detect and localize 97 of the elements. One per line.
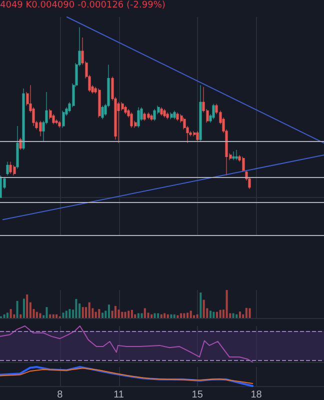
bar: [82, 307, 84, 318]
bar: [108, 304, 110, 318]
bar: [212, 312, 215, 318]
x-tick-label: 11: [114, 390, 124, 400]
candlestick: [235, 150, 238, 160]
bar: [22, 298, 25, 318]
bar: [232, 313, 234, 318]
bar: [94, 312, 97, 318]
bar: [65, 310, 68, 318]
candlestick: [19, 138, 22, 150]
candlestick: [124, 105, 127, 114]
bar: [236, 314, 238, 318]
candlestick: [242, 156, 245, 172]
bar: [219, 310, 222, 318]
bar: [118, 310, 120, 318]
bar: [164, 313, 166, 318]
bar: [102, 312, 104, 318]
bar: [78, 303, 81, 318]
candlestick: [101, 105, 104, 120]
candlestick: [166, 112, 169, 120]
candlestick: [58, 120, 61, 128]
bar: [10, 309, 12, 318]
bar: [196, 314, 198, 318]
bar: [88, 302, 90, 318]
text: 4049 K0.004090 -0.000126 (-2.99%): [0, 0, 166, 10]
x-tick-label: 18: [250, 390, 262, 400]
bar: [6, 312, 8, 318]
x-tick-label: 8: [57, 390, 64, 400]
candlestick: [153, 108, 156, 122]
candlestick: [150, 114, 153, 122]
bar: [166, 314, 169, 318]
bar: [157, 313, 160, 318]
bar: [248, 308, 251, 318]
candlestick: [193, 130, 196, 137]
bar: [226, 290, 228, 318]
bar: [39, 313, 42, 318]
bar: [238, 312, 241, 318]
candlestick: [199, 84, 202, 142]
bar: [130, 310, 133, 318]
bar: [20, 314, 22, 318]
bar: [124, 312, 126, 318]
bar: [26, 294, 28, 318]
bar: [121, 312, 124, 318]
bar: [176, 315, 179, 318]
candlestick: [130, 112, 133, 128]
candlestick: [137, 106, 140, 128]
bar: [180, 313, 182, 318]
bar: [210, 310, 212, 318]
candlestick: [16, 126, 19, 169]
candlestick: [196, 130, 199, 142]
bar: [137, 313, 140, 318]
bar: [134, 314, 136, 318]
candlestick: [173, 110, 176, 120]
bar: [190, 310, 192, 318]
bar: [98, 309, 100, 318]
candlestick: [39, 120, 42, 137]
bar: [186, 312, 189, 318]
bar: [49, 314, 52, 318]
candlestick: [176, 112, 179, 122]
candlestick: [232, 151, 235, 160]
bar: [140, 313, 143, 318]
candlestick: [62, 110, 65, 128]
bar: [52, 314, 54, 318]
candlestick: [9, 161, 12, 174]
candlestick: [143, 112, 146, 122]
bar: [36, 312, 38, 318]
bar: [128, 310, 130, 318]
bar: [68, 309, 71, 318]
candlestick: [212, 104, 215, 120]
bar: [173, 314, 176, 318]
x-tick-label: 15: [192, 390, 204, 400]
bar: [154, 313, 156, 318]
bar: [245, 308, 248, 318]
bar: [62, 312, 64, 318]
bar: [183, 313, 186, 318]
bar: [200, 292, 202, 318]
bar: [46, 307, 48, 318]
candlestick: [147, 112, 150, 120]
bar: [150, 314, 153, 318]
bar: [170, 314, 172, 318]
candlestick: [6, 161, 9, 176]
bar: [216, 312, 218, 318]
candlestick: [163, 108, 166, 118]
candlestick: [13, 164, 16, 176]
bar: [3, 314, 6, 318]
candlestick: [160, 106, 163, 116]
bar: [16, 300, 18, 318]
candlestick: [0, 175, 2, 198]
bar: [114, 306, 116, 318]
candlestick: [22, 88, 25, 150]
bar: [144, 308, 146, 318]
bar: [56, 314, 58, 318]
bar: [75, 298, 78, 318]
candlestick: [170, 112, 173, 120]
bar: [202, 300, 205, 318]
candlestick: [98, 88, 101, 118]
bar: [160, 314, 162, 318]
